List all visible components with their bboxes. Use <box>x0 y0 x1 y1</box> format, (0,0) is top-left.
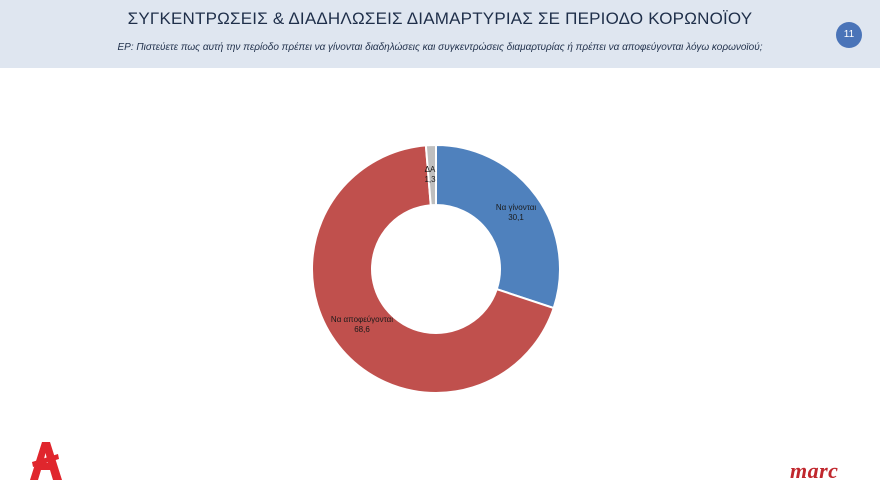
page-number-badge: 11 <box>836 22 862 48</box>
slice-da <box>424 143 437 207</box>
slice-value-2: 1,3 <box>424 175 436 184</box>
slice-label-0: Να γίνονται <box>496 203 537 212</box>
slice-label-2: ΔΑ <box>425 165 436 174</box>
slice-label-1: Να αποφεύγονται <box>331 315 393 324</box>
slice-na-apofeygontai <box>311 144 555 394</box>
slice-value-0: 30,1 <box>508 213 524 222</box>
slice-na-ginontai <box>435 143 561 310</box>
marc-logo: marc <box>790 458 839 483</box>
survey-question: ΕΡ: Πιστεύετε πως αυτή την περίοδο πρέπε… <box>117 42 763 53</box>
donut-slices <box>311 143 561 394</box>
slice-value-1: 68,6 <box>354 325 370 334</box>
alpha-tv-logo-icon <box>30 442 62 480</box>
page-title: ΣΥΓΚΕΝΤΡΩΣΕΙΣ & ΔΙΑΔΗΛΩΣΕΙΣ ΔΙΑΜΑΡΤΥΡΙΑΣ… <box>127 9 753 28</box>
header-band: ΣΥΓΚΕΝΤΡΩΣΕΙΣ & ΔΙΑΔΗΛΩΣΕΙΣ ΔΙΑΜΑΡΤΥΡΙΑΣ… <box>0 0 880 68</box>
